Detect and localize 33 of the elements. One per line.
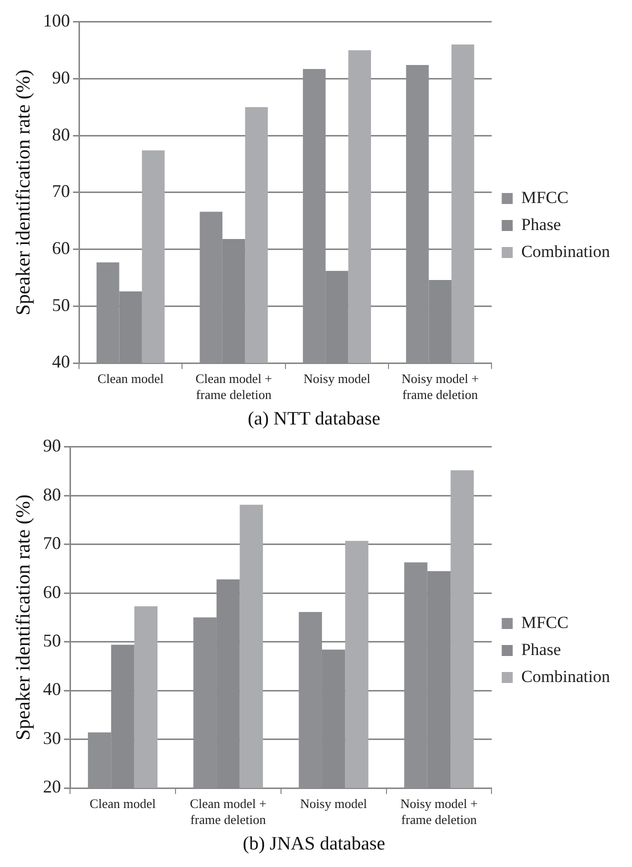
y-tick-label: 70 xyxy=(43,533,61,554)
x-tick-label: Clean model + frame deletion xyxy=(195,371,272,402)
y-tick-label: 50 xyxy=(43,630,61,651)
y-tick-label: 50 xyxy=(52,294,70,315)
y-tick-label: 60 xyxy=(52,238,70,258)
text: (b) JNAS database xyxy=(242,834,386,855)
legend-label: Combination xyxy=(521,242,610,261)
x-tick-label: Clean model xyxy=(98,371,164,386)
y-tick-label: 80 xyxy=(43,484,61,504)
legend-label: MFCC xyxy=(521,188,568,207)
legend-label: MFCC xyxy=(521,612,568,632)
legend-label: Phase xyxy=(521,214,561,234)
x-tick-label: Noisy model + frame deletion xyxy=(401,371,479,402)
y-tick-label: 20 xyxy=(43,776,61,797)
legend-label: Combination xyxy=(521,666,610,686)
x-tick-label: Noisy model xyxy=(304,371,371,386)
text: (a) NTT database xyxy=(248,408,380,430)
y-tick-label: 60 xyxy=(43,582,61,602)
y-axis-title: Speaker identification rate (%) xyxy=(12,494,34,740)
x-tick-label: Clean model xyxy=(90,796,156,812)
legend-label: Phase xyxy=(521,640,561,659)
y-tick-label: 90 xyxy=(43,436,61,456)
y-tick-label: 40 xyxy=(43,679,61,700)
y-axis-title: Speaker identification rate (%) xyxy=(12,69,34,316)
x-tick-label: Clean model + frame deletion xyxy=(190,796,266,827)
x-tick-label: Noisy model xyxy=(300,796,368,812)
y-tick-label: 40 xyxy=(52,352,70,372)
y-tick-label: 30 xyxy=(43,728,61,748)
y-tick-label: 80 xyxy=(52,124,70,144)
y-tick-label: 70 xyxy=(52,181,70,202)
y-tick-label: 90 xyxy=(52,67,70,88)
x-tick-label: Noisy model + frame deletion xyxy=(400,796,478,827)
y-tick-label: 100 xyxy=(43,10,70,31)
